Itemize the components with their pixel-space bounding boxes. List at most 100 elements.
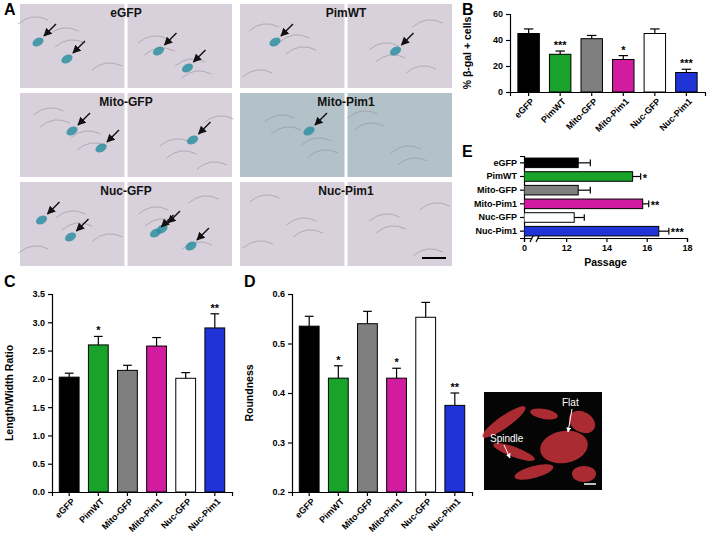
cell-outline xyxy=(376,55,406,62)
cell-outline xyxy=(287,218,317,225)
x-tick-label: eGFP xyxy=(53,496,77,520)
error-bar-cap xyxy=(587,35,596,36)
y-tick: eGFP xyxy=(493,158,524,168)
x-axis-line xyxy=(293,493,473,497)
y-tick-mark xyxy=(48,407,52,408)
panel-letter: C xyxy=(4,273,16,290)
cell-outline xyxy=(391,146,421,153)
error-bar-stem xyxy=(309,316,310,326)
arrow xyxy=(77,219,89,231)
y-tick-mark xyxy=(288,393,292,394)
x-axis: eGFPPimWTMito-GFPMito-Pim1Nuc-GFPNuc-Pim… xyxy=(53,492,233,534)
x-axis-title: Passage xyxy=(584,256,627,268)
cell-outline xyxy=(189,196,219,203)
arrow xyxy=(199,122,211,134)
arrow xyxy=(194,50,206,62)
x-tick: 16 xyxy=(642,238,652,253)
bar xyxy=(581,39,602,92)
bars xyxy=(524,158,669,236)
x-tick-label: eGFP xyxy=(513,96,537,120)
error-bar-stem xyxy=(367,311,368,323)
error-bar-stem xyxy=(454,393,455,405)
error-bar xyxy=(392,368,401,378)
error-bar-cap xyxy=(363,311,372,312)
x-tick-mark xyxy=(566,238,567,242)
x-tick-label: 0 xyxy=(522,243,527,253)
error-bar xyxy=(524,29,533,34)
y-tick-label: 2.5 xyxy=(32,346,45,356)
y-tick-label: eGFP xyxy=(493,158,517,168)
x-tick-label: PimWT xyxy=(539,96,568,125)
figure: 0204060eGFPPimWTMito-GFPMito-Pim1Nuc-GFP… xyxy=(0,0,713,548)
arrow xyxy=(107,130,119,142)
bar xyxy=(59,377,79,492)
arrow xyxy=(165,33,177,45)
micrograph-tile xyxy=(128,4,233,88)
error-bar-cap xyxy=(640,173,641,180)
x-axis-line xyxy=(525,239,688,243)
y-tick-label: 0.3 xyxy=(272,438,285,448)
cell-shape xyxy=(565,406,599,437)
x-tick-label: Nuc-Pim1 xyxy=(186,496,222,532)
cell-outline xyxy=(413,249,443,256)
error-bar-stem xyxy=(643,203,649,204)
arrow xyxy=(44,24,56,36)
cell-outline xyxy=(280,35,310,42)
y-tick-mark xyxy=(48,435,52,436)
bar xyxy=(205,328,225,492)
bar xyxy=(524,199,643,209)
error-bar xyxy=(555,51,564,54)
error-bar-stem xyxy=(578,162,590,163)
y-tick-label: Mito-GFP xyxy=(477,185,517,195)
y-tick-mark xyxy=(506,66,510,67)
cell-outline xyxy=(18,17,48,24)
error-bar xyxy=(421,302,430,317)
error-bar xyxy=(578,187,590,194)
stained-cell xyxy=(31,36,45,49)
x-tick-mark xyxy=(454,492,455,496)
error-bar xyxy=(650,29,659,34)
panel-letter: D xyxy=(244,273,256,290)
y-tick-label: 0.5 xyxy=(272,339,285,349)
x-tick-mark xyxy=(647,238,648,242)
cell-outline xyxy=(62,223,92,230)
x-tick: PimWT xyxy=(77,492,106,525)
x-tick-mark xyxy=(591,92,592,96)
y-tick-label: Nuc-Pim1 xyxy=(475,226,517,236)
y-tick-label: 20 xyxy=(493,61,503,71)
y-tick: 1.5 xyxy=(32,403,52,413)
bar xyxy=(524,172,633,182)
y-tick: 0.4 xyxy=(272,388,292,398)
y-tick-mark xyxy=(48,379,52,380)
x-tick-mark xyxy=(98,492,99,496)
y-tick: 0.5 xyxy=(32,459,52,469)
arrow xyxy=(162,215,174,227)
x-tick-mark xyxy=(309,492,310,496)
x-tick-label: PimWT xyxy=(317,496,346,525)
cell-outline xyxy=(420,203,450,210)
bar xyxy=(524,158,578,168)
bar xyxy=(358,324,378,492)
cell-outline xyxy=(243,70,273,77)
cell-outline xyxy=(302,138,332,145)
x-tick: 14 xyxy=(602,238,612,253)
y-tick-label: PimWT xyxy=(487,171,518,181)
y-tick-mark xyxy=(506,92,510,93)
y-tick: PimWT xyxy=(487,171,525,181)
x-tick-mark xyxy=(396,492,397,496)
x-tick-mark xyxy=(560,92,561,96)
y-tick: Mito-Pim1 xyxy=(474,199,524,209)
y-tick-label: Nuc-GFP xyxy=(478,212,517,222)
x-tick-mark xyxy=(687,238,688,242)
arrow xyxy=(504,445,510,458)
x-tick: Nuc-Pim1 xyxy=(186,492,222,533)
y-tick: 3.5 xyxy=(32,289,52,299)
bar xyxy=(676,73,697,93)
bars xyxy=(518,29,697,92)
bar xyxy=(644,34,665,93)
cell-outline xyxy=(348,111,378,118)
micrograph-label: PimWT xyxy=(326,6,367,20)
significance-label: ** xyxy=(651,199,660,211)
x-tick-label: Mito-Pim1 xyxy=(367,496,404,533)
inset-label: Flat xyxy=(562,397,579,408)
